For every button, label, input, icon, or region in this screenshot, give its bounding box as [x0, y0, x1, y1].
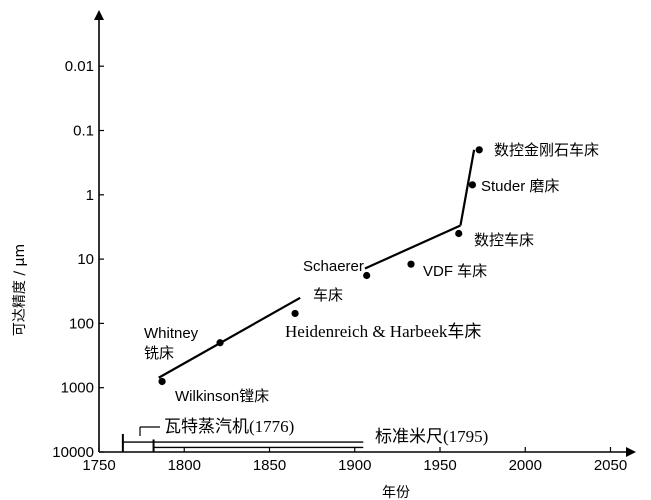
- annotation-standard-meter: 标准米尺(1795): [375, 427, 488, 446]
- data-point-group: [158, 146, 483, 386]
- annotation-watt: 瓦特蒸汽机(1776): [164, 417, 294, 436]
- x-tick-label: 2050: [594, 457, 627, 474]
- trend-segment: [459, 149, 476, 226]
- baseline-group: [121, 434, 364, 452]
- data-point: [407, 260, 415, 268]
- x-tick-group: 1750 1800 1850 1900 1950 2000 2050: [82, 447, 627, 474]
- y-tick-group: 0.01 0.1 1 10 100 1000 10000: [52, 58, 104, 461]
- data-point: [455, 229, 463, 238]
- data-point: [291, 309, 299, 318]
- x-tick-label: 1850: [253, 457, 286, 474]
- data-point: [468, 181, 476, 189]
- y-tick-label: 0.01: [65, 58, 94, 75]
- x-axis-title: 年份: [382, 485, 410, 500]
- x-tick-label: 1900: [338, 457, 371, 474]
- trend-segment: [364, 224, 461, 270]
- annotation-heidenreich: Heidenreich & Harbeek车床: [285, 322, 481, 341]
- x-tick-label: 2000: [509, 457, 542, 474]
- data-point: [216, 339, 224, 347]
- trend-line-group: [158, 149, 476, 379]
- y-tick-label: 10000: [52, 444, 94, 461]
- y-axis-title: 可达精度 / μm: [12, 244, 28, 336]
- annotation-whitney-line2: 铣床: [144, 345, 174, 362]
- y-tick-label: 1000: [61, 380, 94, 397]
- x-tick-label: 1950: [423, 457, 456, 474]
- trend-segment: [158, 296, 301, 379]
- x-tick-label: 1750: [82, 457, 115, 474]
- annotation-schaerer-line1: Schaerer: [303, 258, 364, 275]
- x-tick-label: 1800: [168, 457, 201, 474]
- y-tick-label: 0.1: [73, 123, 94, 140]
- y-tick-label: 100: [69, 315, 94, 332]
- annotation-schaerer-line2: 车床: [313, 287, 343, 304]
- annotation-wilkinson: Wilkinson镗床: [175, 388, 269, 405]
- annotation-whitney-line1: Whitney: [144, 325, 199, 342]
- annotation-diamond-lathe: 数控金刚石车床: [494, 142, 599, 159]
- y-tick-label: 10: [77, 251, 94, 268]
- annotation-vdf: VDF 车床: [423, 263, 487, 280]
- y-tick-label: 1: [86, 187, 94, 204]
- annotation-nc-lathe: 数控车床: [474, 232, 534, 249]
- data-point: [475, 146, 483, 154]
- data-point: [363, 271, 371, 280]
- data-point: [158, 377, 166, 386]
- annotation-studer: Studer 磨床: [481, 178, 559, 195]
